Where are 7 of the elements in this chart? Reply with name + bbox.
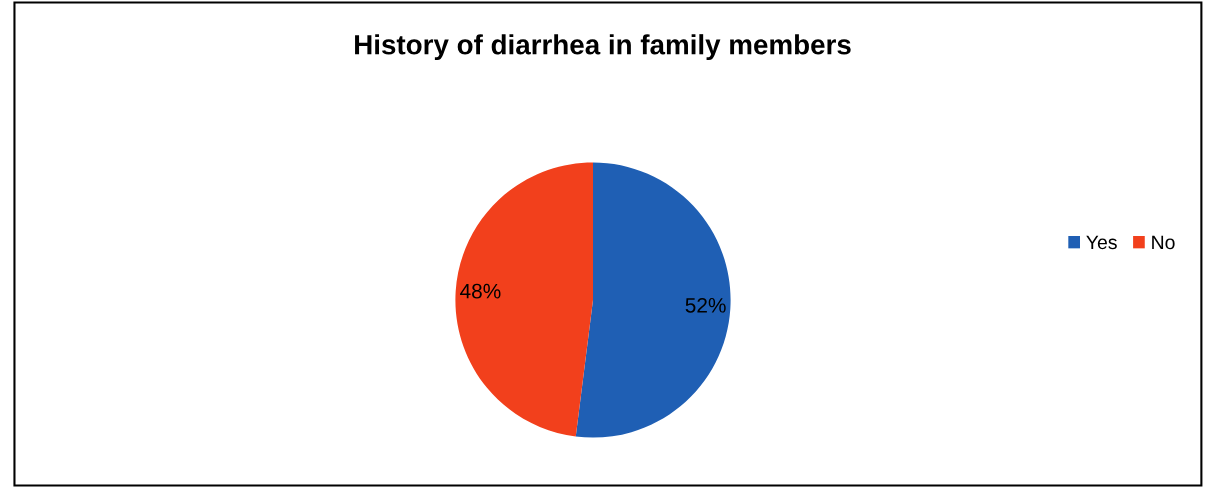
- pie-slice: [455, 162, 593, 437]
- data-label: 48%: [460, 283, 501, 299]
- legend-label: No: [1152, 235, 1175, 250]
- pie-slice: [575, 162, 731, 438]
- data-label: 52%: [685, 297, 726, 313]
- legend-label: Yes: [1086, 235, 1117, 250]
- chart-title: History of diarrhea in family members: [355, 34, 851, 61]
